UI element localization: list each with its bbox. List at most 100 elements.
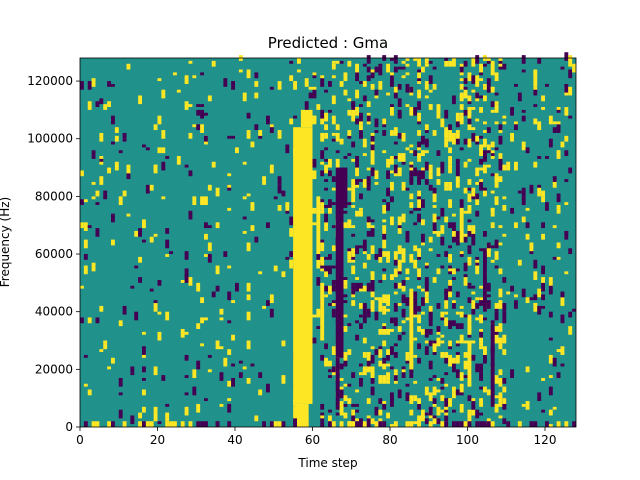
heatmap-cell <box>382 230 387 240</box>
heatmap-cell <box>401 248 406 255</box>
heatmap-cell <box>390 170 394 174</box>
heatmap-cell <box>355 63 360 73</box>
heatmap-cell <box>359 81 363 84</box>
heatmap-cell <box>227 265 232 269</box>
heatmap-cell <box>417 72 422 79</box>
heatmap-cell <box>475 210 480 217</box>
heatmap-cell <box>308 86 313 90</box>
heatmap-cell <box>173 421 177 427</box>
heatmap-cell <box>328 415 332 425</box>
heatmap-cell <box>444 398 449 407</box>
heatmap-band <box>459 207 464 243</box>
heatmap-cell <box>382 268 387 272</box>
heatmap-cell <box>91 421 96 427</box>
heatmap-cell <box>374 66 379 70</box>
heatmap-cell <box>312 115 317 122</box>
heatmap-cell <box>227 349 232 355</box>
heatmap-cell <box>99 98 104 105</box>
heatmap-cell <box>541 282 546 292</box>
heatmap-cell <box>498 392 503 402</box>
plot-area <box>80 52 577 427</box>
heatmap-cell <box>227 207 232 211</box>
heatmap-cell <box>397 167 402 174</box>
heatmap-cell <box>83 199 88 203</box>
heatmap-cell <box>459 251 464 257</box>
heatmap-cell <box>347 251 352 260</box>
heatmap-cell <box>521 55 526 64</box>
heatmap-cell <box>552 121 557 125</box>
heatmap-cell <box>161 375 166 381</box>
heatmap-cell <box>490 141 495 148</box>
heatmap-cell <box>467 256 472 266</box>
heatmap-cell <box>91 150 96 159</box>
heatmap-cell <box>359 130 363 139</box>
heatmap-cell <box>502 311 507 318</box>
heatmap-cell <box>452 233 456 243</box>
heatmap-cell <box>366 398 371 404</box>
y-axis: 0 20000 40000 60000 80000 100000 120000 <box>27 74 80 434</box>
heatmap-cell <box>250 225 255 231</box>
heatmap-cell <box>401 60 406 64</box>
heatmap-cell <box>421 219 425 223</box>
heatmap-cell <box>568 311 573 318</box>
heatmap-cell <box>362 181 367 185</box>
heatmap-cell <box>331 300 336 304</box>
heatmap-cell <box>320 75 325 79</box>
heatmap-cell <box>401 294 406 301</box>
heatmap-cell <box>320 242 325 252</box>
heatmap-cell <box>347 259 352 263</box>
heatmap-cell <box>374 349 379 355</box>
heatmap-cell <box>343 326 348 332</box>
heatmap-cell <box>556 205 561 214</box>
heatmap-cell <box>401 156 406 159</box>
heatmap-cell <box>87 225 92 229</box>
heatmap-cell <box>293 421 298 427</box>
heatmap-cell <box>405 421 410 427</box>
heatmap-cell <box>382 150 387 154</box>
heatmap-cell <box>471 285 476 289</box>
heatmap-cell <box>498 176 503 182</box>
heatmap-cell <box>502 63 507 70</box>
heatmap-cell <box>533 303 538 312</box>
heatmap-cell <box>153 412 158 422</box>
heatmap-cell <box>409 210 414 214</box>
heatmap-cell <box>215 340 220 350</box>
heatmap-cell <box>320 199 325 203</box>
heatmap-cell <box>452 392 456 399</box>
heatmap-cell <box>324 187 329 191</box>
heatmap-cell <box>502 115 507 119</box>
heatmap-cell <box>413 245 418 252</box>
heatmap-cell <box>351 141 356 148</box>
heatmap-cell <box>459 323 464 329</box>
heatmap-cell <box>188 277 193 286</box>
heatmap-cell <box>91 196 96 200</box>
heatmap-cell <box>483 230 487 237</box>
heatmap-cell <box>242 161 247 165</box>
heatmap-cell <box>343 156 348 159</box>
heatmap-cell <box>386 372 391 381</box>
heatmap-cell <box>366 366 371 370</box>
heatmap-cell <box>479 412 484 416</box>
heatmap-cell <box>498 138 503 142</box>
heatmap-cell <box>490 207 495 214</box>
heatmap-cell <box>459 251 464 255</box>
heatmap-cell <box>219 372 224 381</box>
heatmap-cell <box>161 130 166 139</box>
heatmap-cell <box>424 164 429 171</box>
heatmap-cell <box>479 366 484 370</box>
heatmap-cell <box>359 377 363 381</box>
heatmap-cell <box>180 328 185 338</box>
heatmap-cell <box>502 121 507 125</box>
heatmap-cell <box>467 409 472 419</box>
heatmap-cell <box>548 291 553 295</box>
heatmap-cell <box>552 225 557 229</box>
heatmap-cell <box>366 219 371 226</box>
heatmap-cell <box>533 161 538 168</box>
heatmap-cell <box>91 78 96 87</box>
heatmap-cell <box>355 389 360 393</box>
heatmap-cell <box>238 69 243 73</box>
heatmap-cell <box>494 104 499 113</box>
heatmap-cell <box>560 363 565 367</box>
heatmap-cell <box>153 406 158 413</box>
heatmap-cell <box>428 248 433 252</box>
